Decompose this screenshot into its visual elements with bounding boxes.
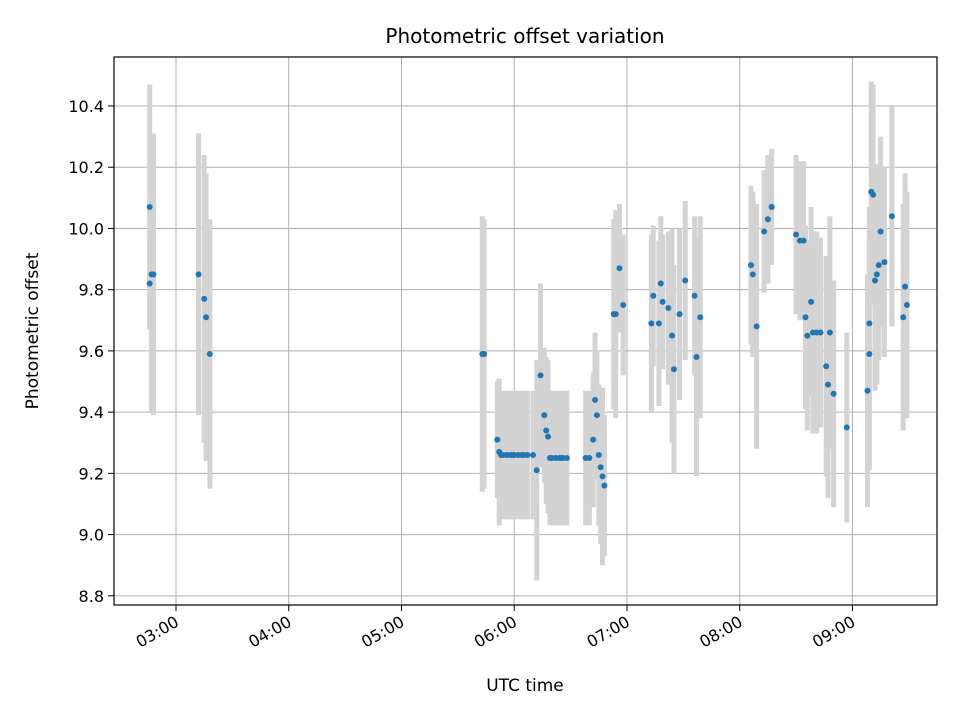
data-point bbox=[843, 424, 850, 431]
data-point bbox=[753, 323, 760, 330]
y-tick-label: 9.2 bbox=[79, 464, 104, 483]
y-tick-label: 10.4 bbox=[68, 97, 104, 116]
data-point bbox=[650, 292, 657, 299]
data-point bbox=[665, 305, 672, 312]
y-tick-label: 9.6 bbox=[79, 342, 104, 361]
data-point bbox=[612, 311, 619, 318]
data-point bbox=[670, 366, 677, 373]
data-point bbox=[871, 277, 878, 284]
data-point bbox=[800, 237, 807, 244]
data-point bbox=[693, 354, 700, 361]
y-tick-label: 10.0 bbox=[68, 219, 104, 238]
data-point bbox=[764, 216, 771, 223]
data-point bbox=[825, 381, 832, 388]
data-point bbox=[817, 329, 824, 336]
y-tick-label: 9.8 bbox=[79, 281, 104, 300]
data-point bbox=[691, 292, 698, 299]
data-point bbox=[870, 191, 877, 198]
data-point bbox=[586, 455, 593, 462]
data-point bbox=[866, 320, 873, 327]
data-point bbox=[593, 412, 600, 419]
data-point bbox=[749, 271, 756, 278]
data-point bbox=[195, 271, 202, 278]
data-point bbox=[659, 298, 666, 305]
data-point bbox=[808, 298, 815, 305]
data-point bbox=[881, 259, 888, 266]
data-point bbox=[563, 455, 570, 462]
chart-title: Photometric offset variation bbox=[385, 24, 664, 48]
x-axis-label: UTC time bbox=[486, 676, 564, 696]
data-point bbox=[530, 451, 537, 458]
data-point bbox=[592, 396, 599, 403]
y-axis-label: Photometric offset bbox=[23, 252, 43, 409]
data-point bbox=[146, 280, 153, 287]
data-point bbox=[537, 372, 544, 379]
data-point bbox=[866, 350, 873, 357]
data-point bbox=[616, 265, 623, 272]
data-point bbox=[900, 314, 907, 321]
data-point bbox=[150, 271, 157, 278]
data-point bbox=[545, 433, 552, 440]
point-layer bbox=[146, 188, 910, 489]
data-point bbox=[599, 473, 606, 480]
data-point bbox=[655, 320, 662, 327]
data-point bbox=[657, 280, 664, 287]
data-point bbox=[823, 363, 830, 370]
data-point bbox=[648, 320, 655, 327]
data-point bbox=[533, 467, 540, 474]
data-point bbox=[543, 427, 550, 434]
data-point bbox=[201, 295, 208, 302]
data-point bbox=[682, 277, 689, 284]
data-point bbox=[888, 213, 895, 220]
data-point bbox=[830, 390, 837, 397]
data-point bbox=[524, 451, 531, 458]
data-point bbox=[793, 231, 800, 238]
data-point bbox=[146, 204, 153, 211]
data-point bbox=[768, 204, 775, 211]
data-point bbox=[206, 350, 213, 357]
data-point bbox=[601, 482, 608, 489]
y-tick-label: 9.0 bbox=[79, 526, 104, 545]
data-point bbox=[804, 332, 811, 339]
data-point bbox=[761, 228, 768, 235]
data-point bbox=[590, 436, 597, 443]
y-tick-label: 10.2 bbox=[68, 158, 104, 177]
data-point bbox=[873, 271, 880, 278]
data-point bbox=[541, 412, 548, 419]
data-point bbox=[697, 314, 704, 321]
data-point bbox=[597, 464, 604, 471]
data-point bbox=[595, 451, 602, 458]
data-point bbox=[875, 262, 882, 269]
data-point bbox=[902, 283, 909, 290]
data-point bbox=[864, 387, 871, 394]
data-point bbox=[903, 301, 910, 308]
data-point bbox=[802, 314, 809, 321]
data-point bbox=[877, 228, 884, 235]
data-point bbox=[676, 311, 683, 318]
data-point bbox=[481, 350, 488, 357]
data-point bbox=[620, 301, 627, 308]
y-tick-label: 9.4 bbox=[79, 403, 104, 422]
y-tick-label: 8.8 bbox=[79, 587, 104, 606]
data-point bbox=[826, 329, 833, 336]
data-point bbox=[203, 314, 210, 321]
data-point bbox=[669, 332, 676, 339]
data-point bbox=[494, 436, 501, 443]
data-point bbox=[747, 262, 754, 269]
plot-frame bbox=[113, 56, 938, 606]
